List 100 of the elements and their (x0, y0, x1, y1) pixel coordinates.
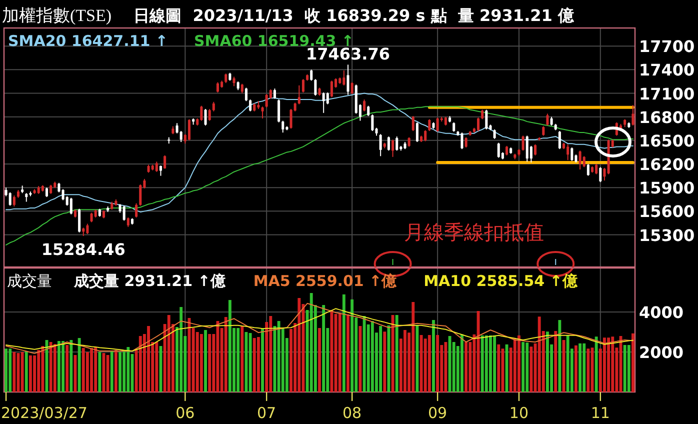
candlestick (208, 108, 211, 122)
candlestick (428, 118, 431, 132)
candlestick (464, 136, 468, 148)
candlestick (326, 92, 329, 105)
bar (49, 342, 52, 392)
bar (37, 350, 40, 392)
line-series (6, 92, 634, 212)
candlestick (155, 161, 158, 172)
bar (261, 329, 264, 392)
bar (277, 321, 280, 392)
candlestick (632, 104, 634, 126)
candlestick (261, 106, 264, 119)
candlestick (12, 194, 16, 207)
candlestick (310, 69, 313, 82)
candlestick (232, 76, 236, 87)
y-tick-label: 17400 (639, 60, 695, 80)
bar (53, 344, 56, 392)
candlestick (570, 147, 574, 162)
y-tick-label: 17100 (639, 84, 695, 104)
candlestick (8, 192, 12, 206)
candlestick (558, 130, 561, 150)
bar (20, 352, 24, 392)
candlestick (371, 114, 374, 132)
bar (412, 302, 415, 392)
bar (12, 352, 16, 392)
bar (338, 313, 342, 392)
candlestick (578, 150, 582, 170)
bar (208, 334, 212, 392)
bar (318, 328, 321, 392)
bar (489, 335, 492, 392)
candlestick (282, 120, 284, 134)
x-tick-label: 10 (509, 404, 529, 422)
candlestick (240, 83, 244, 94)
candlestick (342, 70, 346, 86)
bar (387, 325, 390, 392)
bar (526, 342, 529, 392)
bar (530, 346, 533, 392)
candlestick (86, 223, 89, 234)
chart-title: 成交量 (7, 272, 52, 290)
bar (538, 316, 541, 392)
candlestick (481, 109, 484, 120)
bar (432, 320, 435, 392)
x-tick-label: 11 (590, 404, 610, 422)
x-tick-label: 08 (342, 404, 362, 422)
candlestick (460, 132, 464, 150)
bar (106, 355, 110, 392)
candlestick (522, 135, 524, 152)
bar (480, 335, 484, 392)
bar (94, 347, 98, 392)
candlestick (566, 144, 570, 161)
annotation: 15284.46 (41, 240, 126, 259)
candlestick (396, 136, 398, 152)
bar (497, 344, 500, 392)
bar (424, 338, 427, 392)
chart-title: 加權指數(TSE) (2, 6, 112, 25)
bar (248, 333, 252, 392)
bar (240, 326, 244, 392)
bar (269, 316, 272, 392)
candlestick (493, 128, 496, 140)
bar (122, 351, 126, 392)
annotations: 2023/03/27 (1, 392, 88, 422)
candlestick (546, 113, 549, 126)
candlestick (534, 144, 537, 156)
bar (196, 332, 199, 392)
candlestick (367, 105, 370, 117)
bar (554, 331, 558, 392)
candlestick (485, 109, 488, 130)
bar (566, 335, 570, 392)
x-tick-label: 06 (176, 404, 195, 422)
candlestick (586, 164, 590, 176)
bar (330, 310, 334, 392)
bar (444, 342, 448, 392)
bar (370, 321, 374, 392)
candlestick (188, 118, 190, 141)
bar (578, 343, 582, 392)
bar (358, 326, 362, 392)
candlestick (595, 164, 598, 175)
candlestick (330, 80, 333, 98)
candlestick (424, 130, 427, 142)
bar (236, 328, 240, 392)
bar (298, 298, 301, 392)
candlestick (204, 108, 207, 126)
y-tick-label: 16200 (639, 155, 695, 174)
bar (310, 293, 313, 392)
candlestick (363, 99, 366, 112)
y-tick-label: 15300 (639, 226, 695, 245)
candlestick (298, 84, 300, 105)
y-tick-label: 15600 (639, 202, 695, 222)
candlestick (314, 78, 317, 96)
candlestick (477, 117, 480, 132)
candlestick (164, 154, 166, 170)
chart-subtitle: 日線圖 2023/11/13 收 16839.29 s 點 量 2931.21 億 (134, 6, 575, 25)
bar (41, 346, 44, 392)
bar (66, 345, 69, 392)
bar (546, 332, 549, 392)
candlestick (90, 212, 93, 223)
candlestick (62, 188, 64, 201)
bar (404, 330, 406, 392)
bar (180, 307, 183, 392)
bar (4, 348, 8, 392)
